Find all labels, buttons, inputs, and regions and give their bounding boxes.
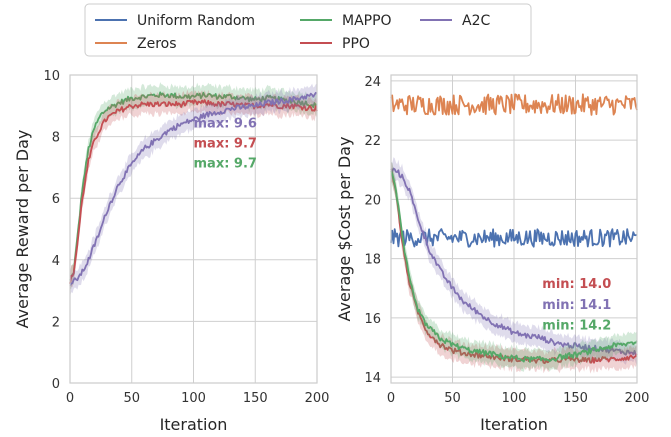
legend-frame bbox=[84, 3, 532, 57]
legend-label-zeros: Zeros bbox=[137, 36, 177, 52]
plot-frame bbox=[69, 74, 318, 384]
y-tick-label: 8 bbox=[52, 131, 60, 146]
annotation-mappo: min: 14.2 bbox=[542, 319, 611, 334]
x-tick-label: 0 bbox=[387, 391, 395, 406]
band-ppo bbox=[70, 89, 317, 293]
x-tick-label: 50 bbox=[123, 391, 140, 406]
y-tick-label: 0 bbox=[52, 377, 60, 392]
annotation-a2c: min: 14.1 bbox=[542, 298, 611, 313]
series-line-zeros bbox=[390, 93, 638, 116]
band-mappo bbox=[70, 82, 317, 290]
y-tick-label: 6 bbox=[52, 192, 60, 207]
series-line-a2c bbox=[69, 91, 318, 287]
series-line-mappo bbox=[390, 170, 638, 363]
legend-label-a2c: A2C bbox=[462, 13, 490, 29]
y-tick-label: 22 bbox=[364, 134, 381, 149]
band-ppo bbox=[391, 162, 637, 374]
reward-chart: 0 50 100 150 200 0 2 4 6 8 10 max: 9.6 max: 9.7 max: … bbox=[13, 69, 329, 434]
x-tick-label: 150 bbox=[243, 391, 268, 406]
annotation-a2c: max: 9.6 bbox=[194, 116, 257, 131]
x-tick-label: 200 bbox=[625, 391, 650, 406]
plot-frame bbox=[390, 74, 638, 384]
y-tick-label: 20 bbox=[364, 193, 381, 208]
y-tick-label: 10 bbox=[43, 69, 60, 84]
band-a2c bbox=[70, 83, 317, 297]
annotation-ppo: max: 9.7 bbox=[194, 136, 257, 151]
annotation-ppo: min: 14.0 bbox=[542, 277, 611, 292]
y-tick-label: 18 bbox=[364, 253, 381, 268]
x-tick-label: 0 bbox=[66, 391, 74, 406]
y-tick-label: 24 bbox=[364, 75, 381, 90]
annotation-mappo: max: 9.7 bbox=[194, 156, 257, 171]
x-tick-label: 100 bbox=[502, 391, 527, 406]
cost-chart: 0 50 100 150 200 14 16 18 20 22 24 min: 14.0 min: 14… bbox=[335, 74, 650, 434]
series-line-uniform_random bbox=[390, 228, 638, 248]
y-tick-label: 4 bbox=[52, 254, 60, 269]
legend-label-ppo: PPO bbox=[342, 36, 370, 52]
legend-label-uniform_random: Uniform Random bbox=[137, 13, 255, 29]
x-axis-label: Iteration bbox=[160, 415, 228, 434]
y-tick-label: 16 bbox=[364, 312, 381, 327]
series-line-a2c bbox=[390, 167, 638, 356]
x-tick-label: 100 bbox=[181, 391, 206, 406]
y-axis-label: Average Reward per Day bbox=[13, 130, 32, 329]
y-tick-label: 14 bbox=[364, 371, 381, 386]
y-axis-label: Average $Cost per Day bbox=[335, 137, 354, 322]
x-tick-label: 50 bbox=[444, 391, 461, 406]
y-tick-label: 2 bbox=[52, 315, 60, 330]
x-tick-label: 150 bbox=[563, 391, 588, 406]
legend-label-mappo: MAPPO bbox=[342, 13, 392, 29]
series-line-ppo bbox=[69, 99, 318, 284]
legend: Uniform Random Zeros MAPPO PPO A2C bbox=[84, 3, 532, 57]
band-mappo bbox=[391, 161, 637, 372]
x-axis-label: Iteration bbox=[480, 415, 548, 434]
x-tick-label: 200 bbox=[305, 391, 330, 406]
